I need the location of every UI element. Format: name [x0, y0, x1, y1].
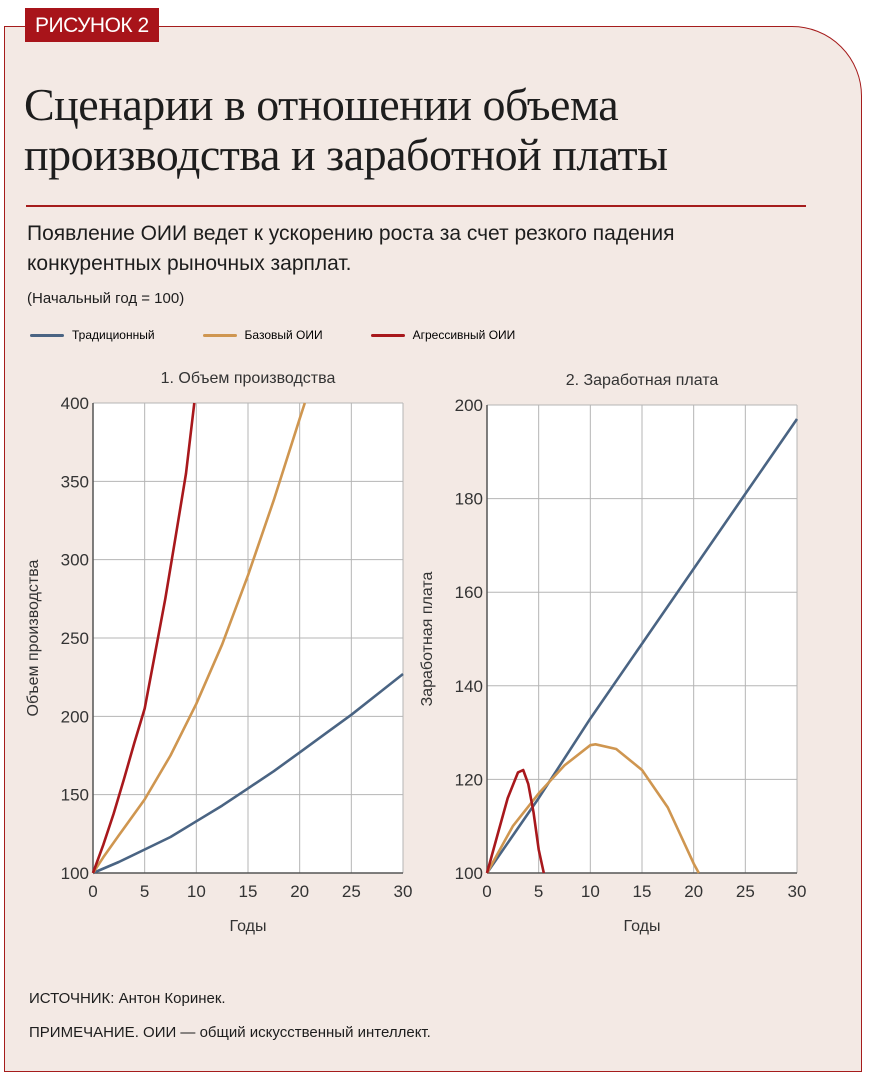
- series-line-2: [485, 743, 700, 874]
- base-year-note: (Начальный год = 100): [27, 290, 185, 307]
- x-tick-label: 5: [140, 882, 149, 901]
- y-axis-label: Заработная плата: [419, 571, 436, 706]
- y-tick-label: 300: [61, 551, 89, 570]
- y-tick-label: 160: [455, 583, 483, 602]
- y-tick-label: 250: [61, 629, 89, 648]
- x-tick-label: 20: [684, 882, 703, 901]
- legend-label: Базовый ОИИ: [244, 328, 323, 342]
- y-tick-label: 100: [61, 864, 89, 883]
- subtitle: Появление ОИИ ведет к ускорению роста за…: [27, 222, 675, 275]
- figure-title: Сценарии в отношении объема производства …: [24, 80, 668, 180]
- y-tick-label: 150: [61, 786, 89, 805]
- x-tick-label: 10: [581, 882, 600, 901]
- figure-badge: РИСУНОК 2: [25, 8, 159, 42]
- y-tick-label: 200: [61, 707, 89, 726]
- legend-swatch: [370, 333, 405, 337]
- y-tick-label: 400: [61, 394, 89, 413]
- legend-label: Традиционный: [72, 328, 155, 342]
- x-tick-label: 15: [239, 882, 258, 901]
- x-tick-label: 0: [88, 882, 97, 901]
- legend-item: Базовый ОИИ: [202, 328, 323, 342]
- y-tick-label: 350: [61, 472, 89, 491]
- x-tick-label: 20: [290, 882, 309, 901]
- y-tick-label: 180: [455, 490, 483, 509]
- y-tick-label: 200: [455, 396, 483, 415]
- legend-swatch: [30, 333, 64, 337]
- x-axis-label: Годы: [230, 918, 267, 935]
- remark: ПРИМЕЧАНИЕ. ОИИ — общий искусственный ин…: [29, 1024, 431, 1041]
- x-tick-label: 10: [187, 882, 206, 901]
- y-tick-label: 140: [455, 677, 483, 696]
- x-tick-label: 15: [633, 882, 652, 901]
- series-line-3: [91, 402, 196, 874]
- series-line-2: [91, 402, 307, 874]
- series-line-1: [485, 418, 799, 874]
- x-tick-label: 30: [788, 882, 807, 901]
- x-tick-label: 5: [534, 882, 543, 901]
- legend-label: Агрессивный ОИИ: [412, 328, 516, 342]
- x-tick-label: 30: [394, 882, 413, 901]
- x-tick-label: 25: [342, 882, 361, 901]
- chart-title: 1. Объем производства: [161, 370, 336, 387]
- y-axis-label: Объем производства: [25, 559, 42, 716]
- x-tick-label: 25: [736, 882, 755, 901]
- source: ИСТОЧНИК: Антон Коринек.: [29, 990, 226, 1007]
- title-line: Сценарии в отношении объема: [24, 79, 619, 130]
- y-tick-label: 120: [455, 770, 483, 789]
- series-line-1: [92, 672, 404, 875]
- chart-title: 2. Заработная плата: [566, 372, 719, 389]
- title-line: производства и заработной платы: [24, 129, 668, 180]
- series-line-3: [485, 768, 546, 874]
- y-tick-label: 100: [455, 864, 483, 883]
- legend-item: Агрессивный ОИИ: [370, 328, 516, 342]
- title-divider: [26, 205, 806, 207]
- x-tick-label: 0: [482, 882, 491, 901]
- legend-item: Традиционный: [30, 328, 155, 342]
- legend-swatch: [202, 333, 237, 337]
- legend: Традиционный Базовый ОИИ Агрессивный ОИИ: [30, 328, 563, 342]
- x-axis-label: Годы: [624, 918, 661, 935]
